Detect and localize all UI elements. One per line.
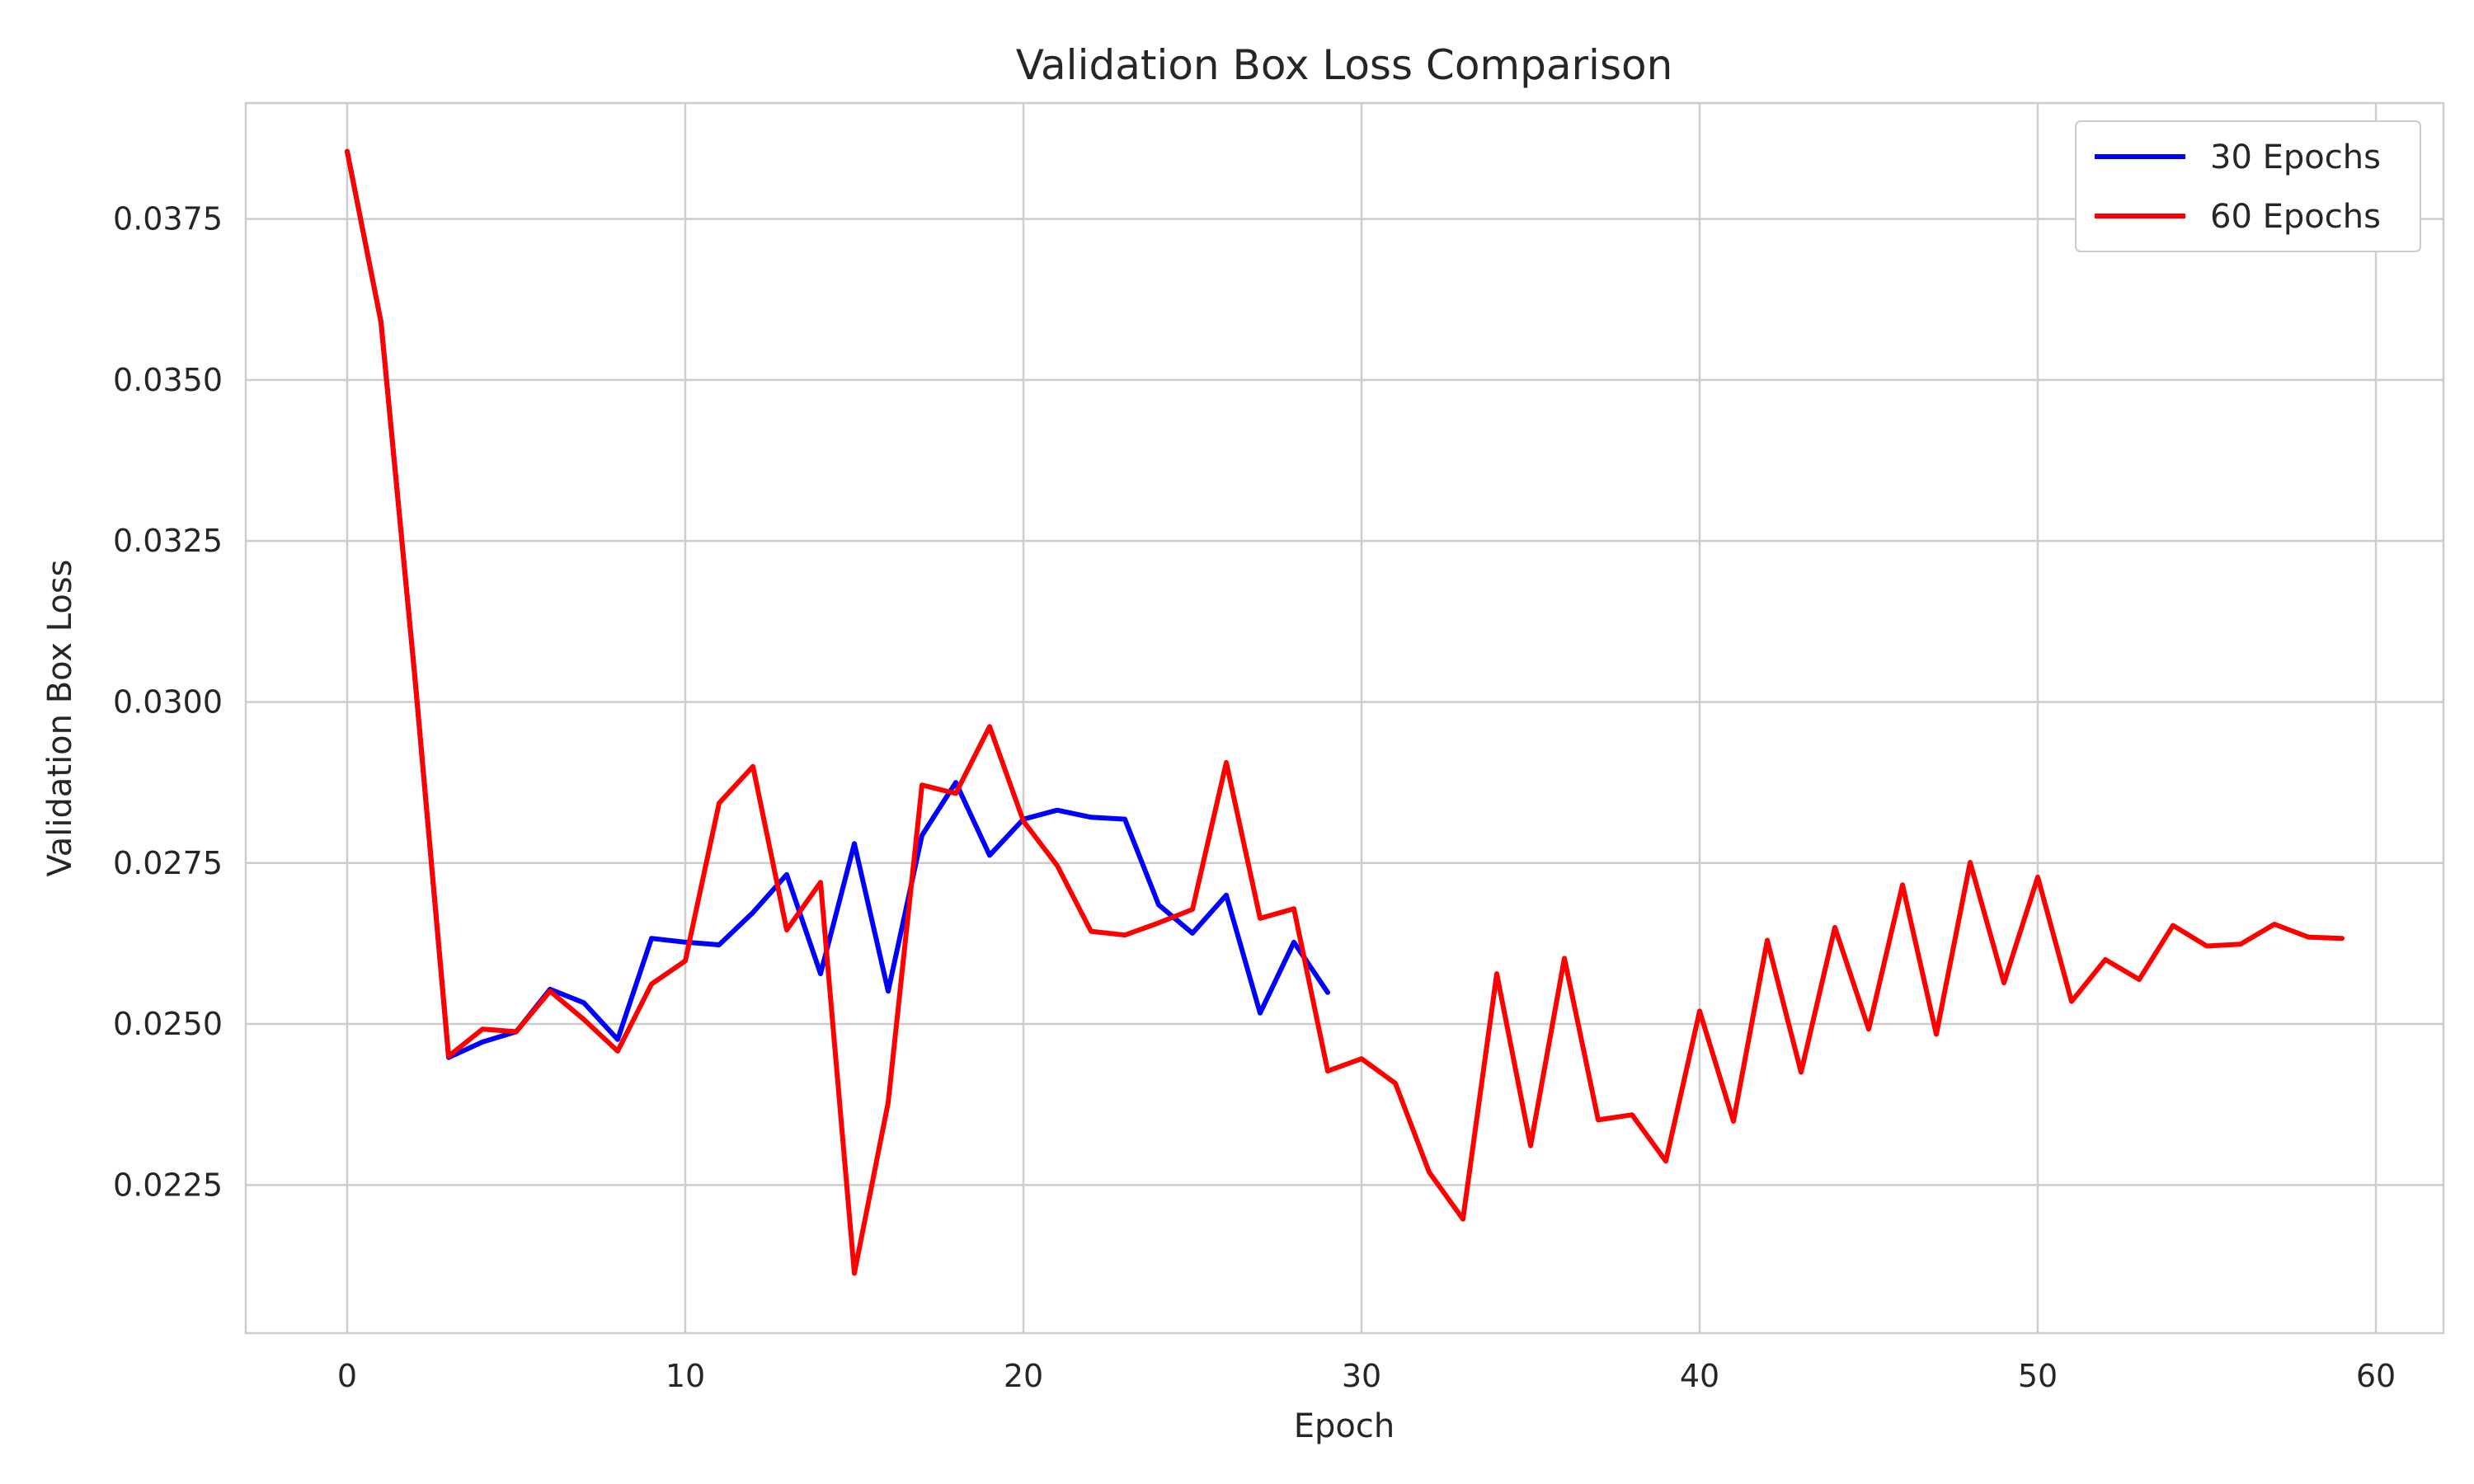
legend-box — [2075, 120, 2421, 252]
y-tick-label: 0.0375 — [113, 201, 223, 237]
tick-labels: 0 10 20 30 40 50 60 0.0225 0.0250 0.0275 0.0300 0.0… — [113, 201, 2396, 1394]
y-tick-label: 0.0225 — [113, 1167, 223, 1203]
y-tick-label: 0.0300 — [113, 683, 223, 720]
x-tick-label: 60 — [2356, 1358, 2396, 1394]
y-tick-label: 0.0275 — [113, 845, 223, 881]
x-tick-label: 10 — [666, 1358, 705, 1394]
legend: 30 Epochs 60 Epochs — [2075, 120, 2421, 252]
x-axis-title: Epoch — [1294, 1407, 1395, 1445]
x-tick-label: 20 — [1004, 1358, 1043, 1394]
grid-lines — [246, 103, 2443, 1333]
legend-label: 60 Epochs — [2210, 198, 2381, 236]
x-tick-label: 0 — [337, 1358, 357, 1394]
chart-title: Validation Box Loss Comparison — [1016, 41, 1673, 89]
y-tick-label: 0.0350 — [113, 362, 223, 398]
plot-area-frame — [244, 101, 2445, 1335]
y-tick-label: 0.0325 — [113, 523, 223, 559]
x-tick-label: 40 — [1680, 1358, 1719, 1394]
x-tick-label: 50 — [2018, 1358, 2058, 1394]
y-tick-label: 0.0250 — [113, 1006, 223, 1042]
x-tick-label: 30 — [1342, 1358, 1381, 1394]
y-axis-title: Validation Box Loss — [41, 559, 79, 876]
legend-label: 30 Epochs — [2210, 139, 2381, 176]
series-layer — [345, 148, 2345, 1276]
series-line-2 — [345, 148, 2345, 1276]
